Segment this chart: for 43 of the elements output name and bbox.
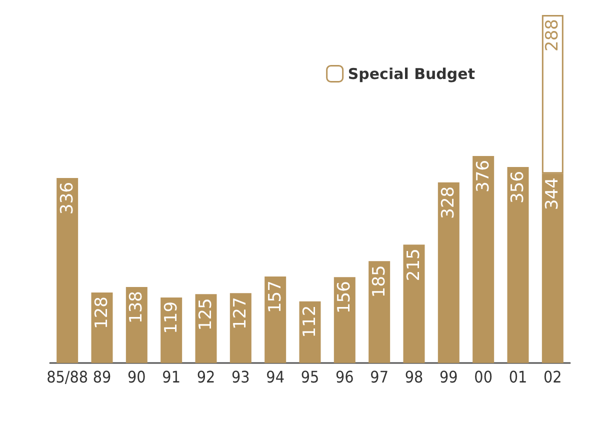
bar — [56, 178, 78, 363]
x-tick-label: 89 — [92, 368, 112, 386]
data-label: 127 — [230, 297, 251, 330]
x-tick-label: 92 — [196, 368, 216, 386]
bar — [472, 156, 494, 363]
data-label: 336 — [57, 182, 78, 214]
data-label: 356 — [508, 170, 528, 204]
x-tick-label: 94 — [266, 368, 284, 386]
data-label: 157 — [265, 280, 286, 314]
bar — [403, 244, 425, 363]
legend-label: Special Budget — [348, 64, 476, 83]
data-label: 138 — [126, 291, 147, 324]
data-label: 112 — [300, 305, 320, 338]
data-label: 376 — [473, 160, 494, 192]
x-tick-label: 90 — [128, 368, 146, 386]
data-label: 344 — [542, 178, 563, 210]
x-tick-label: 01 — [508, 368, 528, 386]
bar — [334, 277, 356, 363]
data-label: 125 — [196, 298, 216, 331]
x-tick-label: 02 — [544, 368, 562, 386]
bar — [507, 166, 529, 363]
data-label: 128 — [92, 296, 112, 329]
x-tick-label: 00 — [474, 368, 492, 386]
bar — [368, 261, 390, 363]
data-label: 156 — [334, 281, 355, 314]
data-label: 185 — [369, 265, 390, 298]
bar — [230, 293, 252, 363]
bar — [126, 287, 148, 363]
data-label: 288 — [542, 19, 563, 52]
x-tick-label: 93 — [232, 368, 250, 386]
x-tick-label: 85/88 — [46, 368, 88, 386]
x-tick-label: 99 — [440, 368, 458, 386]
x-tick-label: 97 — [370, 368, 388, 386]
data-label: 119 — [161, 301, 182, 334]
data-label: 215 — [404, 248, 424, 282]
data-label: 328 — [438, 186, 459, 219]
x-tick-label: 96 — [336, 368, 354, 386]
x-tick-label: 91 — [162, 368, 180, 386]
bar — [438, 182, 460, 363]
x-tick-label: 95 — [300, 368, 320, 386]
bar — [264, 276, 286, 363]
bar — [160, 297, 182, 363]
x-tick-label: 98 — [404, 368, 424, 386]
